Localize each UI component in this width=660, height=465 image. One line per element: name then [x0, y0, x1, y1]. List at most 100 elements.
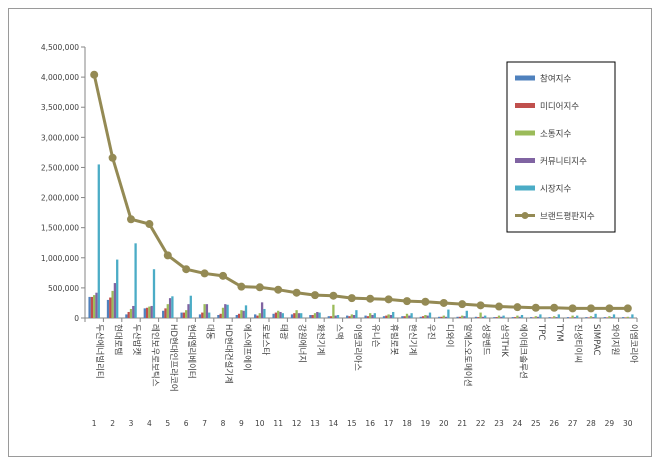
bar — [295, 310, 298, 318]
rank-label: 19 — [421, 419, 431, 428]
bar — [585, 317, 588, 318]
bar — [428, 312, 432, 318]
category-label: 현대로템 — [113, 324, 124, 355]
bar — [88, 296, 91, 318]
category-label: 에이테크솔루션 — [517, 324, 528, 379]
category-label: 진성티이씨 — [573, 324, 584, 363]
bar — [208, 312, 211, 318]
rank-label: 6 — [184, 419, 189, 428]
line-point — [347, 294, 356, 303]
line-point — [200, 269, 209, 278]
bar — [424, 314, 427, 318]
bar — [226, 304, 229, 318]
rank-label: 14 — [329, 419, 339, 428]
line-point — [274, 285, 283, 294]
line-point — [513, 303, 522, 312]
bar — [187, 304, 190, 318]
bar — [309, 314, 312, 318]
y-tick-label: 2,000,000 — [41, 194, 79, 203]
category-label: 로보스타 — [260, 324, 270, 355]
bar — [90, 296, 94, 318]
bar — [442, 315, 445, 318]
bar — [277, 310, 280, 318]
bar — [369, 313, 372, 318]
bar — [263, 308, 266, 318]
bar — [189, 295, 192, 318]
bar — [573, 317, 577, 318]
line-point — [292, 288, 301, 297]
rank-label: 17 — [384, 419, 394, 428]
rank-label: 18 — [402, 419, 412, 428]
category-label: 이엠코리아스 — [352, 324, 363, 371]
line-point — [495, 302, 503, 311]
category-label: TPC — [536, 323, 546, 340]
bar — [145, 307, 149, 318]
line-point — [311, 291, 319, 300]
bar — [224, 304, 227, 318]
bar — [408, 315, 411, 318]
bar — [401, 316, 404, 318]
bar — [235, 314, 238, 318]
bar — [260, 302, 264, 318]
x-labels: 두산에너빌리티 1 현대로템 2 두산밥캣 3 레인보우로보틱스 4 HD현대인프라코어 5 현대엘… — [92, 323, 639, 428]
rank-label: 12 — [292, 419, 302, 428]
bar — [297, 313, 301, 318]
category-label: 강원에너지 — [297, 324, 308, 363]
bar — [493, 317, 496, 318]
line-point — [145, 220, 154, 229]
line-point — [403, 297, 411, 306]
bar — [550, 317, 554, 318]
bar — [385, 315, 388, 318]
bar — [587, 317, 590, 318]
bar — [440, 316, 443, 318]
bar — [571, 315, 574, 318]
bar — [116, 259, 119, 318]
y-tick-label: 4,500,000 — [41, 43, 79, 52]
line-point — [568, 304, 577, 313]
bar — [458, 316, 462, 318]
category-label: 화천기계 — [315, 324, 326, 355]
bar — [389, 314, 393, 318]
bar — [465, 310, 468, 318]
bar — [109, 297, 112, 318]
y-tick-label: 1,000,000 — [41, 254, 79, 263]
bar — [171, 296, 174, 318]
bar — [534, 316, 537, 318]
category-label: 디와이 — [444, 324, 455, 347]
bar — [221, 307, 225, 318]
category-label: 두산밥캣 — [131, 324, 142, 355]
category-label: 와이지원 — [609, 324, 620, 355]
bar — [125, 314, 128, 318]
rank-label: 7 — [202, 419, 207, 428]
bar — [127, 311, 130, 318]
bar — [219, 313, 222, 318]
y-tick-label: 1,500,000 — [41, 224, 79, 233]
bar — [456, 316, 459, 318]
bar — [520, 314, 524, 318]
bar — [516, 315, 519, 318]
rank-label: 11 — [273, 419, 283, 428]
bar — [624, 317, 627, 318]
bar — [366, 316, 370, 318]
rank-label: 26 — [549, 419, 559, 428]
bar — [148, 306, 151, 318]
bar — [502, 315, 505, 318]
line-point — [127, 215, 135, 224]
rank-label: 1 — [92, 419, 97, 428]
bar — [290, 314, 294, 318]
bar — [405, 313, 409, 318]
bar — [628, 317, 632, 318]
line-point — [255, 283, 264, 292]
bar — [95, 292, 98, 318]
bar — [164, 308, 167, 318]
bar — [608, 316, 611, 318]
rank-label: 2 — [110, 419, 115, 428]
bar — [461, 315, 464, 318]
bar — [168, 298, 172, 318]
line-point — [587, 304, 595, 313]
y-tick-label: 4,000,000 — [41, 73, 79, 82]
line-series — [90, 70, 632, 313]
bar — [530, 317, 533, 318]
bar — [346, 315, 349, 318]
